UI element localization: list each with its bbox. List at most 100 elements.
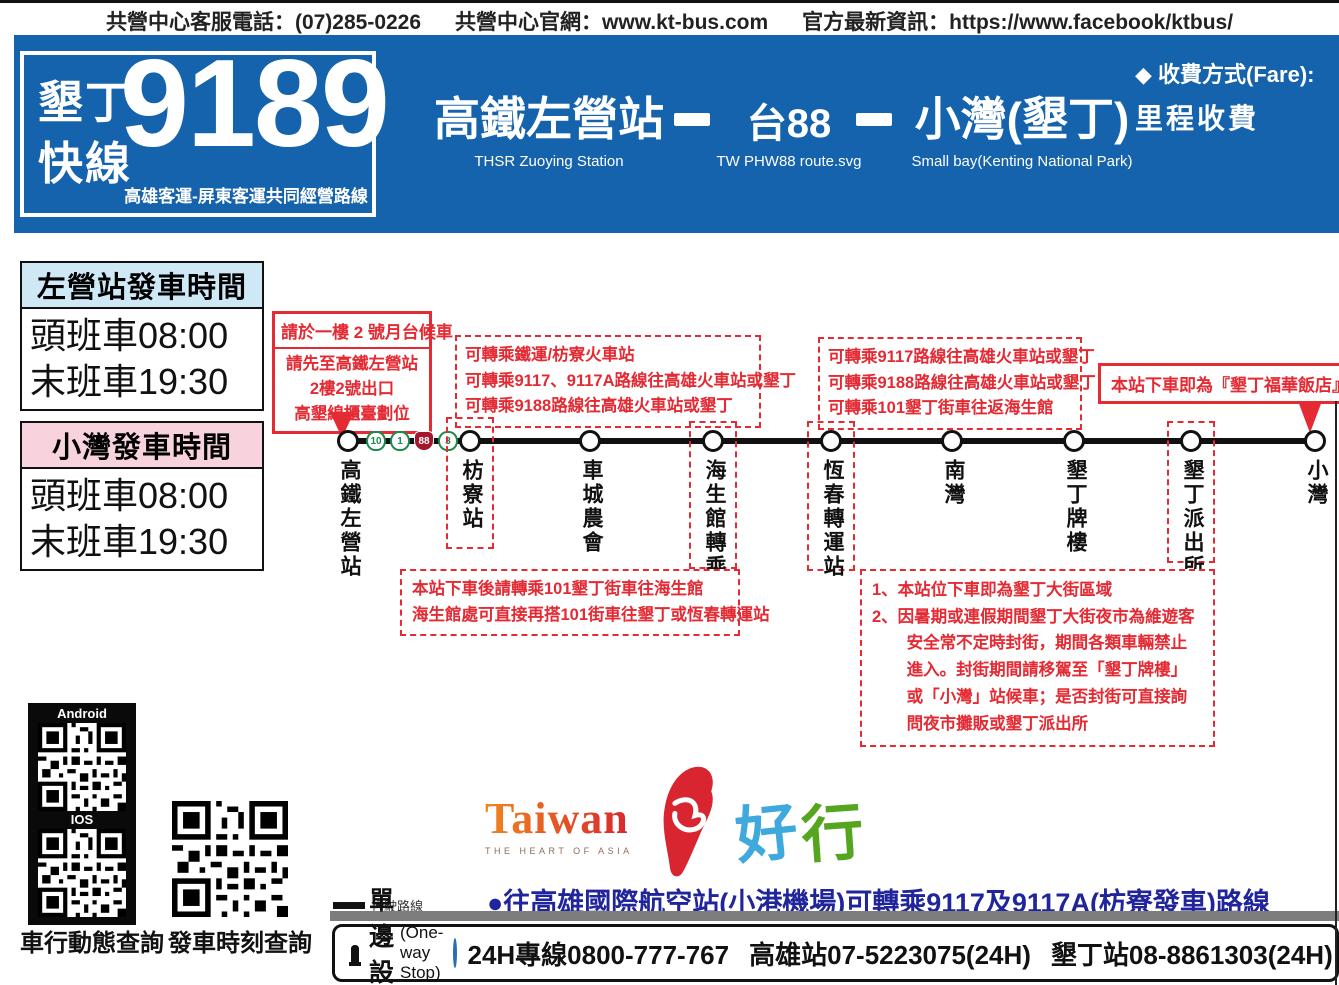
fare-value: 里程收費 <box>1135 103 1260 134</box>
via-zh: 台88 <box>746 102 832 146</box>
freeway-10-icon: 10 <box>366 431 386 451</box>
origin-en: THSR Zuoying Station <box>474 153 624 170</box>
note-fangliao-transfer: 可轉乘鐵運/枋寮火車站 可轉乘9117、9117A路線往高雄火車站或墾丁 可轉乘… <box>455 335 797 428</box>
note-zuoying-platform: 請於一樓 2 號月台候車 請先至高鐵左營站 2樓2號出口 高墾線櫃臺劃位 <box>272 311 453 435</box>
station-label: 枋寮站 <box>460 459 483 531</box>
freeway-1-icon: 1 <box>390 431 410 451</box>
note-zuoying-title: 請於一樓 2 號月台候車 <box>275 314 453 349</box>
hotline-24h: 24H專線0800-777-767 <box>467 939 730 970</box>
note-line: 請先至高鐵左營站 <box>286 355 418 373</box>
hao-glyph: 好 <box>731 793 801 874</box>
one-way-stop-icon <box>349 944 361 966</box>
station-label: 墾丁牌樓 <box>1064 459 1087 555</box>
via-en: TW PHW88 route.svg <box>716 153 862 170</box>
first-bus-time: 頭班車08:00 <box>30 315 229 356</box>
last-bus-time: 末班車19:30 <box>30 521 229 563</box>
station-label: 海生館轉乘站 <box>703 459 726 603</box>
operator-note: 高雄客運-屏東客運共同經營路線 <box>124 187 368 206</box>
note-hengchun-transfer: 可轉乘9117路線往高雄火車站或墾丁 可轉乘9188路線往高雄火車站或墾丁 可轉… <box>818 337 1096 430</box>
station-dot <box>820 430 842 452</box>
bus-tracking-caption: 車行動態查詢 <box>20 930 164 957</box>
station-highlight-box <box>807 421 855 571</box>
origin-station: 高鐵左營站 THSR Zuoying Station <box>399 83 699 170</box>
service-phone: 共營中心客服電話：(07)285-0226 <box>105 10 422 34</box>
timetable-zuoying: 左營站發車時間 頭班車08:00 末班車19:30 <box>20 261 264 412</box>
note-line: 可轉乘101墾丁街車往返海生館 <box>828 399 1054 418</box>
station-dot <box>579 430 601 452</box>
facebook-info: 官方最新資訊：https://www.facebook/ktbus/ <box>802 10 1234 34</box>
note-aquarium-transfer: 本站下車後請轉乘101墾丁街車往海生館 海生館處可直接再搭101街車往墾丁或恆春… <box>400 569 770 637</box>
first-bus-time: 頭班車08:00 <box>30 475 229 516</box>
note-line: 可轉乘9188路線往高雄火車站或墾丁 <box>828 373 1096 392</box>
kenting-phone: 墾丁站08-8861303(24H) <box>1050 939 1333 970</box>
divider <box>330 911 1339 921</box>
note-line: 2樓2號出口 <box>309 379 395 398</box>
ios-label: IOS <box>70 812 94 827</box>
station-dot <box>702 430 724 452</box>
dash-icon <box>856 113 892 126</box>
note-line: 可轉乘鐵運/枋寮火車站 <box>465 346 635 364</box>
note-line: 本站下車後請轉乘101墾丁街車往海生館 <box>412 580 704 598</box>
top-header: 共營中心客服電話：(07)285-0226 共營中心官網：www.kt-bus.… <box>0 6 1339 35</box>
route-banner: 墾丁 快線 9189 高雄客運-屏東客運共同經營路線 高鐵左營站 THSR Zu… <box>14 35 1339 233</box>
via-highway: 台88 TW PHW88 route.svg <box>704 91 874 170</box>
station-highlight-box <box>689 421 737 569</box>
note-line: 可轉乘9117、9117A路線往高雄火車站或墾丁 <box>465 371 797 390</box>
brand-line2: 快線 <box>38 137 133 189</box>
ios-qr-code <box>38 829 126 917</box>
destination-zh: 小灣(墾丁) <box>914 93 1130 145</box>
destination-station: 小灣(墾丁) Small bay(Kenting National Park) <box>892 83 1152 170</box>
brand-line1: 墾丁 <box>38 77 133 128</box>
legend-label: 行駛路線 <box>371 899 424 914</box>
station-dot <box>459 430 481 452</box>
kaohsiung-phone: 高雄站07-5223075(24H) <box>749 939 1031 970</box>
taiwan-island-icon <box>647 765 729 886</box>
station-label: 恆春轉運站 <box>821 459 844 579</box>
official-website: 共營中心官網：www.kt-bus.com <box>455 10 769 34</box>
route-legend: 行駛路線 <box>333 896 423 915</box>
station-label: 南灣 <box>942 459 965 507</box>
station-dot <box>337 430 359 452</box>
brand-name: 墾丁 快線 <box>38 73 132 195</box>
qr-app-panel: Android IOS <box>28 703 136 925</box>
station-label: 小灣 <box>1305 459 1328 507</box>
note-line: 2、因暑期或連假期間墾丁大街夜市為維遊客安全常不定時封街，期間各類車輛禁止進入。… <box>872 607 1195 733</box>
timetable-xiaowan-title: 小灣發車時間 <box>20 421 264 469</box>
one-way-stop-en: (One-way Stop) <box>400 923 444 982</box>
schedule-qr-code <box>172 801 288 917</box>
timetable-zuoying-title: 左營站發車時間 <box>20 261 264 309</box>
taiwan-haoxing-logo: Taiwan THE HEART OF ASIA 好 行 <box>485 765 866 886</box>
station-dot <box>1304 430 1326 452</box>
station-dot <box>1180 430 1202 452</box>
fare-label: ◆ 收費方式(Fare): <box>1135 62 1315 87</box>
station-highlight-box <box>446 417 494 549</box>
taiwan-slogan: THE HEART OF ASIA <box>485 846 633 856</box>
station-dot <box>941 430 963 452</box>
station-label: 墾丁派出所 <box>1181 459 1204 579</box>
expressway-88-icon: 88 <box>414 431 434 451</box>
note-line: 1、本站位下車即為墾丁大街區域 <box>872 581 1113 599</box>
fare-info: ◆ 收費方式(Fare): 里程收費 <box>1135 57 1325 137</box>
station-label: 高鐵左營站 <box>338 459 361 579</box>
android-label: Android <box>57 706 107 721</box>
station-dot <box>1063 430 1085 452</box>
note-howard-hotel: 本站下車即為『墾丁福華飯店』前 <box>1098 363 1339 404</box>
arrow-down-icon <box>1298 401 1322 433</box>
xing-glyph: 行 <box>798 797 866 872</box>
contact-bar: 單邊設站 (One-way Stop) 24H專線0800-777-767 高雄… <box>332 887 1339 985</box>
dash-icon <box>674 113 710 126</box>
route-number-box: 墾丁 快線 9189 高雄客運-屏東客運共同經營路線 <box>20 35 390 217</box>
station-label: 車城農會 <box>580 459 603 555</box>
highway-3-icon: 3 <box>438 431 458 451</box>
android-qr-code <box>38 723 126 811</box>
route-number: 9189 <box>120 35 390 173</box>
taiwan-wordmark: Taiwan <box>485 793 633 844</box>
page-edge-line <box>1335 401 1337 985</box>
route-line-icon <box>333 902 365 909</box>
one-way-stop-label: 單邊設站 <box>369 887 395 985</box>
timetable-xiaowan: 小灣發車時間 頭班車08:00 末班車19:30 <box>20 421 264 572</box>
note-line: 可轉乘9117路線往高雄火車站或墾丁 <box>828 348 1095 366</box>
origin-zh: 高鐵左營站 <box>434 93 664 145</box>
destination-en: Small bay(Kenting National Park) <box>911 153 1133 170</box>
